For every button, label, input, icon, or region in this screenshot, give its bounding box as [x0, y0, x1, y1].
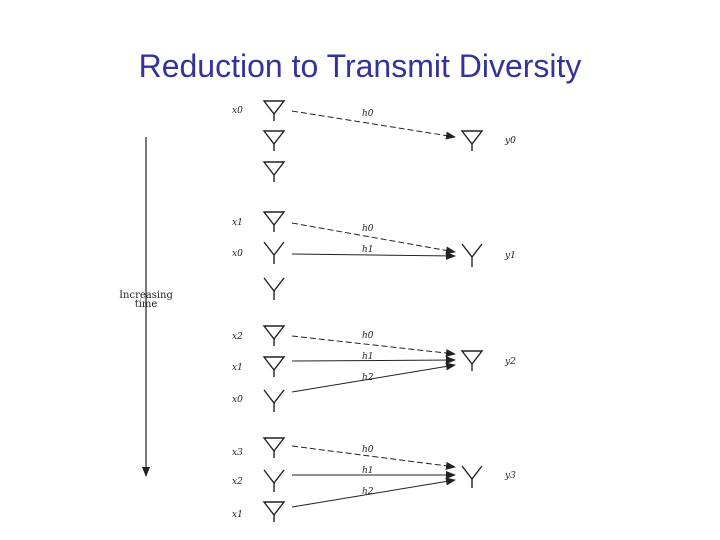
- gain-label: h1: [362, 352, 374, 362]
- channel-path-dashed: [291, 445, 456, 470]
- tx-label: x2: [232, 332, 243, 342]
- gain-label: h0: [362, 109, 374, 119]
- channel-path-dashed: [291, 222, 456, 255]
- rx-antenna-icon: [460, 130, 484, 151]
- gain-label: h0: [362, 445, 374, 455]
- gain-label: h2: [362, 373, 374, 383]
- gain-label: h2: [362, 487, 374, 497]
- tx-label: x2: [232, 477, 243, 487]
- tx-antenna-icon: [262, 100, 286, 121]
- time-axis-label-line1: Increasing: [119, 290, 173, 301]
- tx-label: x0: [232, 249, 243, 259]
- tx-antenna-icon: [262, 211, 286, 232]
- tx-label: x1: [232, 363, 243, 373]
- gain-label: h1: [362, 466, 374, 476]
- tx-antenna-icon: [263, 469, 285, 492]
- tx-label: x1: [232, 510, 243, 520]
- tx-antenna-icon: [262, 501, 286, 522]
- tx-antenna-icon: [262, 356, 286, 377]
- channel-path: [291, 251, 456, 260]
- rx-antenna-icon: [461, 243, 483, 267]
- rx-label: y0: [504, 136, 516, 146]
- rx-label: y3: [504, 471, 516, 481]
- tx-label: x0: [232, 395, 243, 405]
- channel-path-dashed: [291, 335, 456, 357]
- time-slot-group-3: x3 x2 x1 h0 h1 h2 y3: [232, 437, 516, 522]
- time-axis-label-line2: time: [135, 299, 158, 310]
- rx-antenna-icon: [460, 350, 484, 371]
- channel-path-dashed: [291, 110, 456, 140]
- tx-antenna-icon: [263, 241, 285, 264]
- tx-label: x3: [232, 448, 243, 458]
- tx-label: x0: [232, 106, 243, 116]
- tx-antenna-icon: [262, 437, 286, 458]
- channel-path: [291, 362, 456, 393]
- gain-label: h0: [362, 331, 374, 341]
- slide-title: Reduction to Transmit Diversity: [138, 48, 582, 84]
- tx-antenna-icon: [263, 389, 285, 412]
- gain-label: h1: [362, 245, 374, 255]
- idle-antenna-icon: [263, 277, 285, 300]
- time-slot-group-1: x1 x0 h0 h1 y1: [232, 211, 516, 300]
- rx-label: y1: [504, 251, 516, 261]
- gain-label: h0: [362, 224, 374, 234]
- channel-path: [291, 356, 456, 365]
- tx-antenna-icon: [262, 325, 286, 346]
- idle-antenna-icon: [262, 161, 286, 182]
- tx-label: x1: [232, 218, 243, 228]
- rx-antenna-icon: [461, 465, 483, 488]
- channel-path: [291, 477, 456, 508]
- idle-antenna-icon: [262, 130, 286, 151]
- time-slot-group-2: x2 x1 x0 h0 h1 h2 y2: [232, 325, 516, 412]
- rx-label: y2: [504, 357, 516, 367]
- time-slot-group-0: x0 h0 y0: [232, 100, 516, 182]
